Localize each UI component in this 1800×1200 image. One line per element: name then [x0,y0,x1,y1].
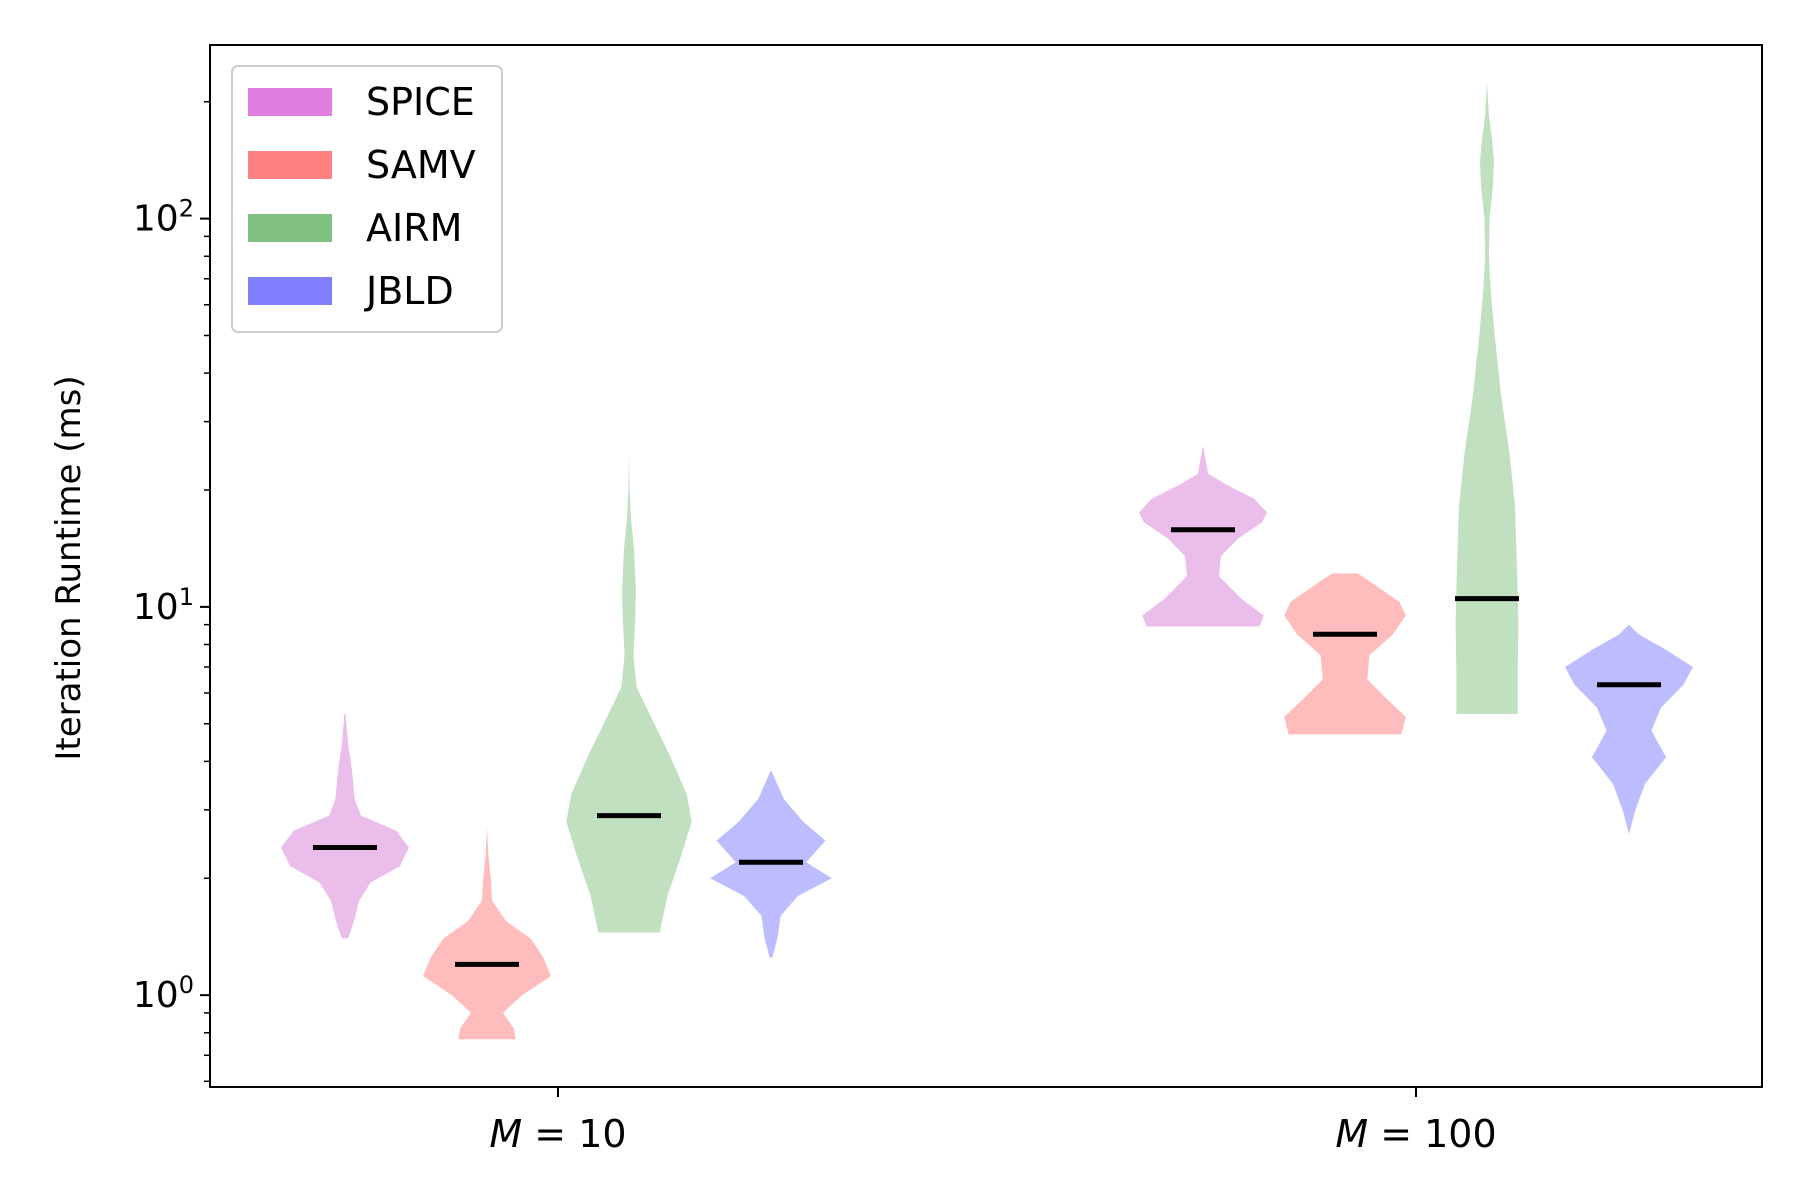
plot-frame [209,44,1763,1088]
y-tick-label: 102 [133,195,194,240]
legend-swatch-spice [248,88,332,116]
legend-label-spice: SPICE [366,80,475,124]
legend-swatch-samv [248,151,332,179]
violin-spice-m100 [1139,445,1267,627]
legend-label-samv: SAMV [366,143,476,187]
axes: 100 101 102 M = 10 M = 100 [133,44,1763,1156]
legend-swatch-jbld [248,277,332,305]
violin-airm-m10 [566,452,692,933]
y-axis-label: Iteration Runtime (ms) [49,375,89,760]
violin-airm-m100 [1455,81,1519,714]
y-tick-label: 100 [133,971,194,1016]
violin-samv-m10 [423,827,551,1040]
violin-samv-m100 [1284,573,1406,735]
legend-swatch-airm [248,214,332,242]
y-tick-label: 101 [133,583,194,628]
legend-label-airm: AIRM [366,206,462,250]
legend-label-jbld: JBLD [364,269,454,313]
legend-box [231,65,503,333]
x-tick-label: M = 100 [1335,1112,1496,1156]
violin-jbld-m100 [1565,624,1693,834]
violin-spice-m10 [281,713,409,939]
plot-area [281,81,1693,1040]
legend: SPICE SAMV AIRM JBLD [231,65,503,333]
x-tick-label: M = 10 [489,1112,626,1156]
